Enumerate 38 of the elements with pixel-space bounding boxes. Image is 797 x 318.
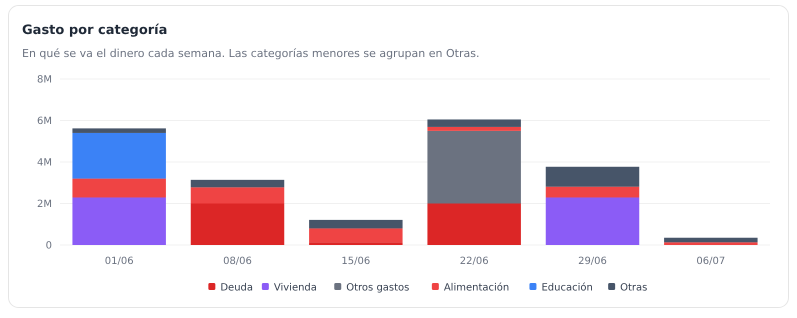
legend-label: Vivienda (274, 282, 317, 294)
y-tick-label: 6M (37, 116, 52, 127)
x-tick-label: 01/06 (104, 256, 134, 267)
bar (309, 242, 403, 245)
x-tick-label: 06/07 (696, 256, 726, 267)
y-tick-label: 0 (46, 240, 52, 252)
bar (664, 242, 758, 245)
bar (72, 178, 166, 198)
bar (72, 132, 166, 179)
bar (190, 187, 284, 204)
legend-label: Educación (541, 282, 593, 294)
bar (427, 126, 521, 131)
x-tick-label: 15/06 (341, 256, 370, 267)
legend-label: Otras (620, 282, 648, 294)
x-tick-label: 08/06 (223, 256, 252, 267)
bar (427, 119, 521, 127)
bar (546, 166, 640, 187)
bar (190, 204, 284, 245)
bar (72, 197, 166, 245)
legend-label: Otros gastos (346, 282, 410, 294)
chart-subtitle: En qué se va el dinero cada semana. Las categorías menores se agrupan en Otras. (22, 47, 480, 60)
y-tick-label: 4M (37, 158, 52, 168)
bar (664, 238, 758, 242)
bar (427, 204, 521, 245)
bar (309, 228, 403, 242)
x-tick-label: 29/06 (578, 256, 607, 267)
y-tick-label: 8M (37, 74, 52, 86)
x-tick-label: 22/06 (460, 256, 489, 267)
chart-title: Gasto por categoría (22, 23, 168, 38)
legend-label: Alimentación (444, 282, 510, 294)
bar (546, 197, 640, 245)
bar (427, 130, 521, 204)
bar (309, 220, 403, 228)
bar (72, 128, 166, 133)
bar (546, 186, 640, 198)
y-tick-label: 2M (37, 199, 52, 210)
bar (190, 180, 284, 188)
legend-label: Deuda (220, 282, 254, 294)
